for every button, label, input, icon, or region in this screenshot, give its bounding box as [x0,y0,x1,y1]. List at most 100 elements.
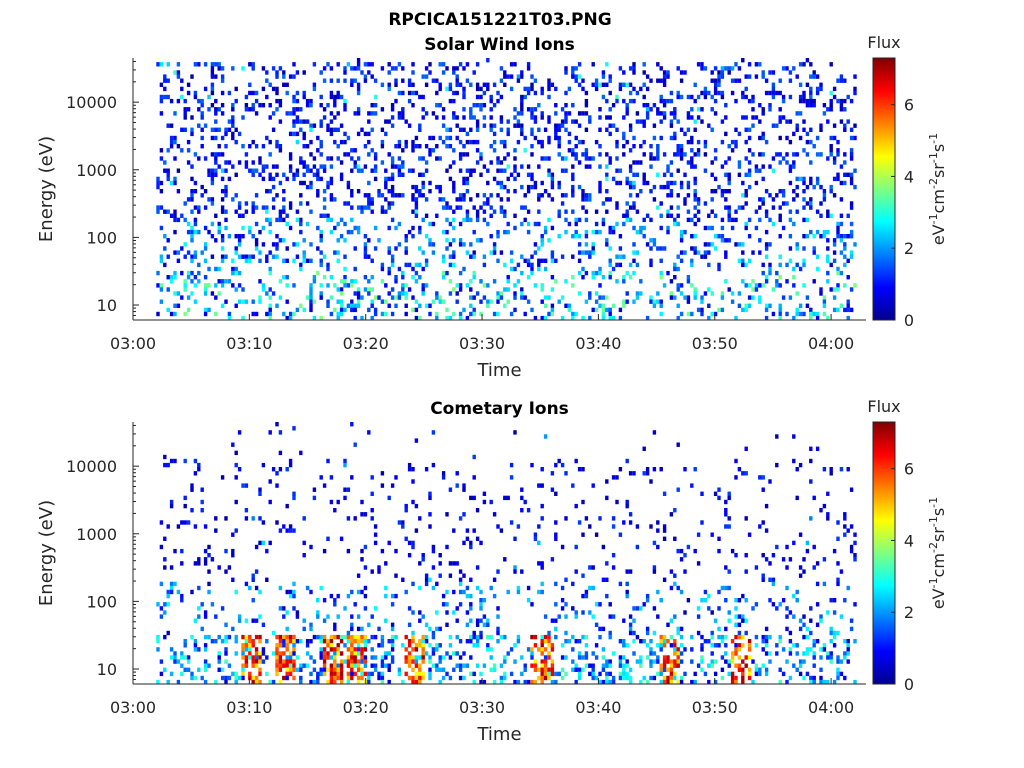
spectrogram-cell [547,139,551,145]
spectrogram-cell [353,66,357,71]
spectrogram-cell [251,577,255,582]
spectrogram-cell [475,213,480,218]
spectrogram-cell [217,229,221,235]
spectrogram-cell [305,221,310,227]
spectrogram-cell [397,90,402,96]
spectrogram-cell [438,679,442,685]
spectrogram-cell [764,213,769,218]
spectrogram-cell [513,225,517,231]
spectrogram-cell [795,152,799,157]
spectrogram-cell [785,262,789,268]
spectrogram-cell [462,86,466,92]
spectrogram-cell [428,659,432,664]
spectrogram-cell [401,679,405,685]
spectrogram-cell [404,647,408,652]
spectrogram-cell [499,295,504,300]
spectrogram-cell [843,107,847,112]
spectrogram-cell [724,643,728,648]
spectrogram-cell [758,217,762,223]
spectrogram-cell [380,634,385,640]
spectrogram-cell [486,197,490,202]
spectrogram-cell [258,103,262,108]
spectrogram-cell [761,164,765,169]
spectrogram-cell [543,303,548,308]
spectrogram-cell [547,135,551,141]
spectrogram-cell [346,663,351,668]
spectrogram-cell [581,667,585,672]
spectrogram-cell [268,250,272,255]
spectrogram-cell [254,647,259,652]
spectrogram-cell [676,647,680,652]
spectrogram-cell [598,189,602,194]
spectrogram-cell [499,119,504,124]
spectrogram-cell [288,663,293,668]
spectrogram-cell [394,295,398,300]
spectrogram-cell [486,643,490,648]
spectrogram-cell [156,209,160,214]
spectrogram-cell [350,307,354,313]
spectrogram-cell [339,663,344,668]
spectrogram-cell [343,78,347,83]
spectrogram-cell [605,242,609,247]
spectrogram-cell [642,172,646,177]
spectrogram-cell [771,221,776,227]
spectrogram-cell [550,180,555,186]
spectrogram-cell [550,659,555,664]
spectrogram-cell [435,291,439,296]
spectrogram-cell [775,651,779,656]
spectrogram-cell [411,90,415,96]
spectrogram-cell [207,172,211,177]
spectrogram-cell [159,94,164,100]
spectrogram-cell [730,225,735,231]
spectrogram-cell [591,614,595,619]
spectrogram-cell [193,643,198,648]
spectrogram-cell [251,160,255,165]
spectrogram-cell [761,663,765,668]
spectrogram-cell [244,164,249,169]
spectrogram-cell [690,659,694,664]
spectrogram-cell [618,66,623,71]
spectrogram-cell [676,442,680,447]
spectrogram-cell [768,598,772,603]
spectrogram-cell [305,103,310,108]
spectrogram-cell [829,630,833,636]
spectrogram-cell [649,639,653,644]
spectrogram-cell [492,242,497,247]
spectrogram-cell [662,634,667,640]
spectrogram-cell [237,131,242,137]
spectrogram-cell [720,74,725,79]
spectrogram-cell [452,225,456,231]
spectrogram-cell [424,573,429,578]
spectrogram-cell [316,634,320,640]
spectrogram-cell [676,663,680,668]
spectrogram-cell [676,148,680,153]
spectrogram-cell [543,634,548,640]
spectrogram-cell [761,262,765,268]
spectrogram-cell [809,315,813,321]
spectrogram-cell [326,283,330,288]
spectrogram-cell [214,152,218,157]
spectrogram-cell [741,471,745,476]
spectrogram-cell [679,70,684,75]
spectrogram-cell [700,311,704,317]
spectrogram-cell [169,135,174,141]
spectrogram-cell [258,295,262,300]
spectrogram-cell [656,148,660,153]
spectrogram-cell [163,634,167,640]
spectrogram-cell [533,679,538,685]
spectrogram-cell [747,160,752,165]
spectrogram-cell [540,679,544,685]
spectrogram-cell [214,639,218,644]
spectrogram-cell [513,123,517,128]
spectrogram-cell [843,516,847,521]
spectrogram-cell [615,221,619,227]
spectrogram-cell [479,299,483,304]
spectrogram-cell [666,667,670,672]
spectrogram-cell [404,303,408,308]
spectrogram-cell [581,266,585,272]
spectrogram-cell [227,634,232,640]
spectrogram-cell [509,647,514,652]
spectrogram-cell [237,242,242,247]
spectrogram-cell [571,581,575,587]
spectrogram-cell [268,315,272,321]
